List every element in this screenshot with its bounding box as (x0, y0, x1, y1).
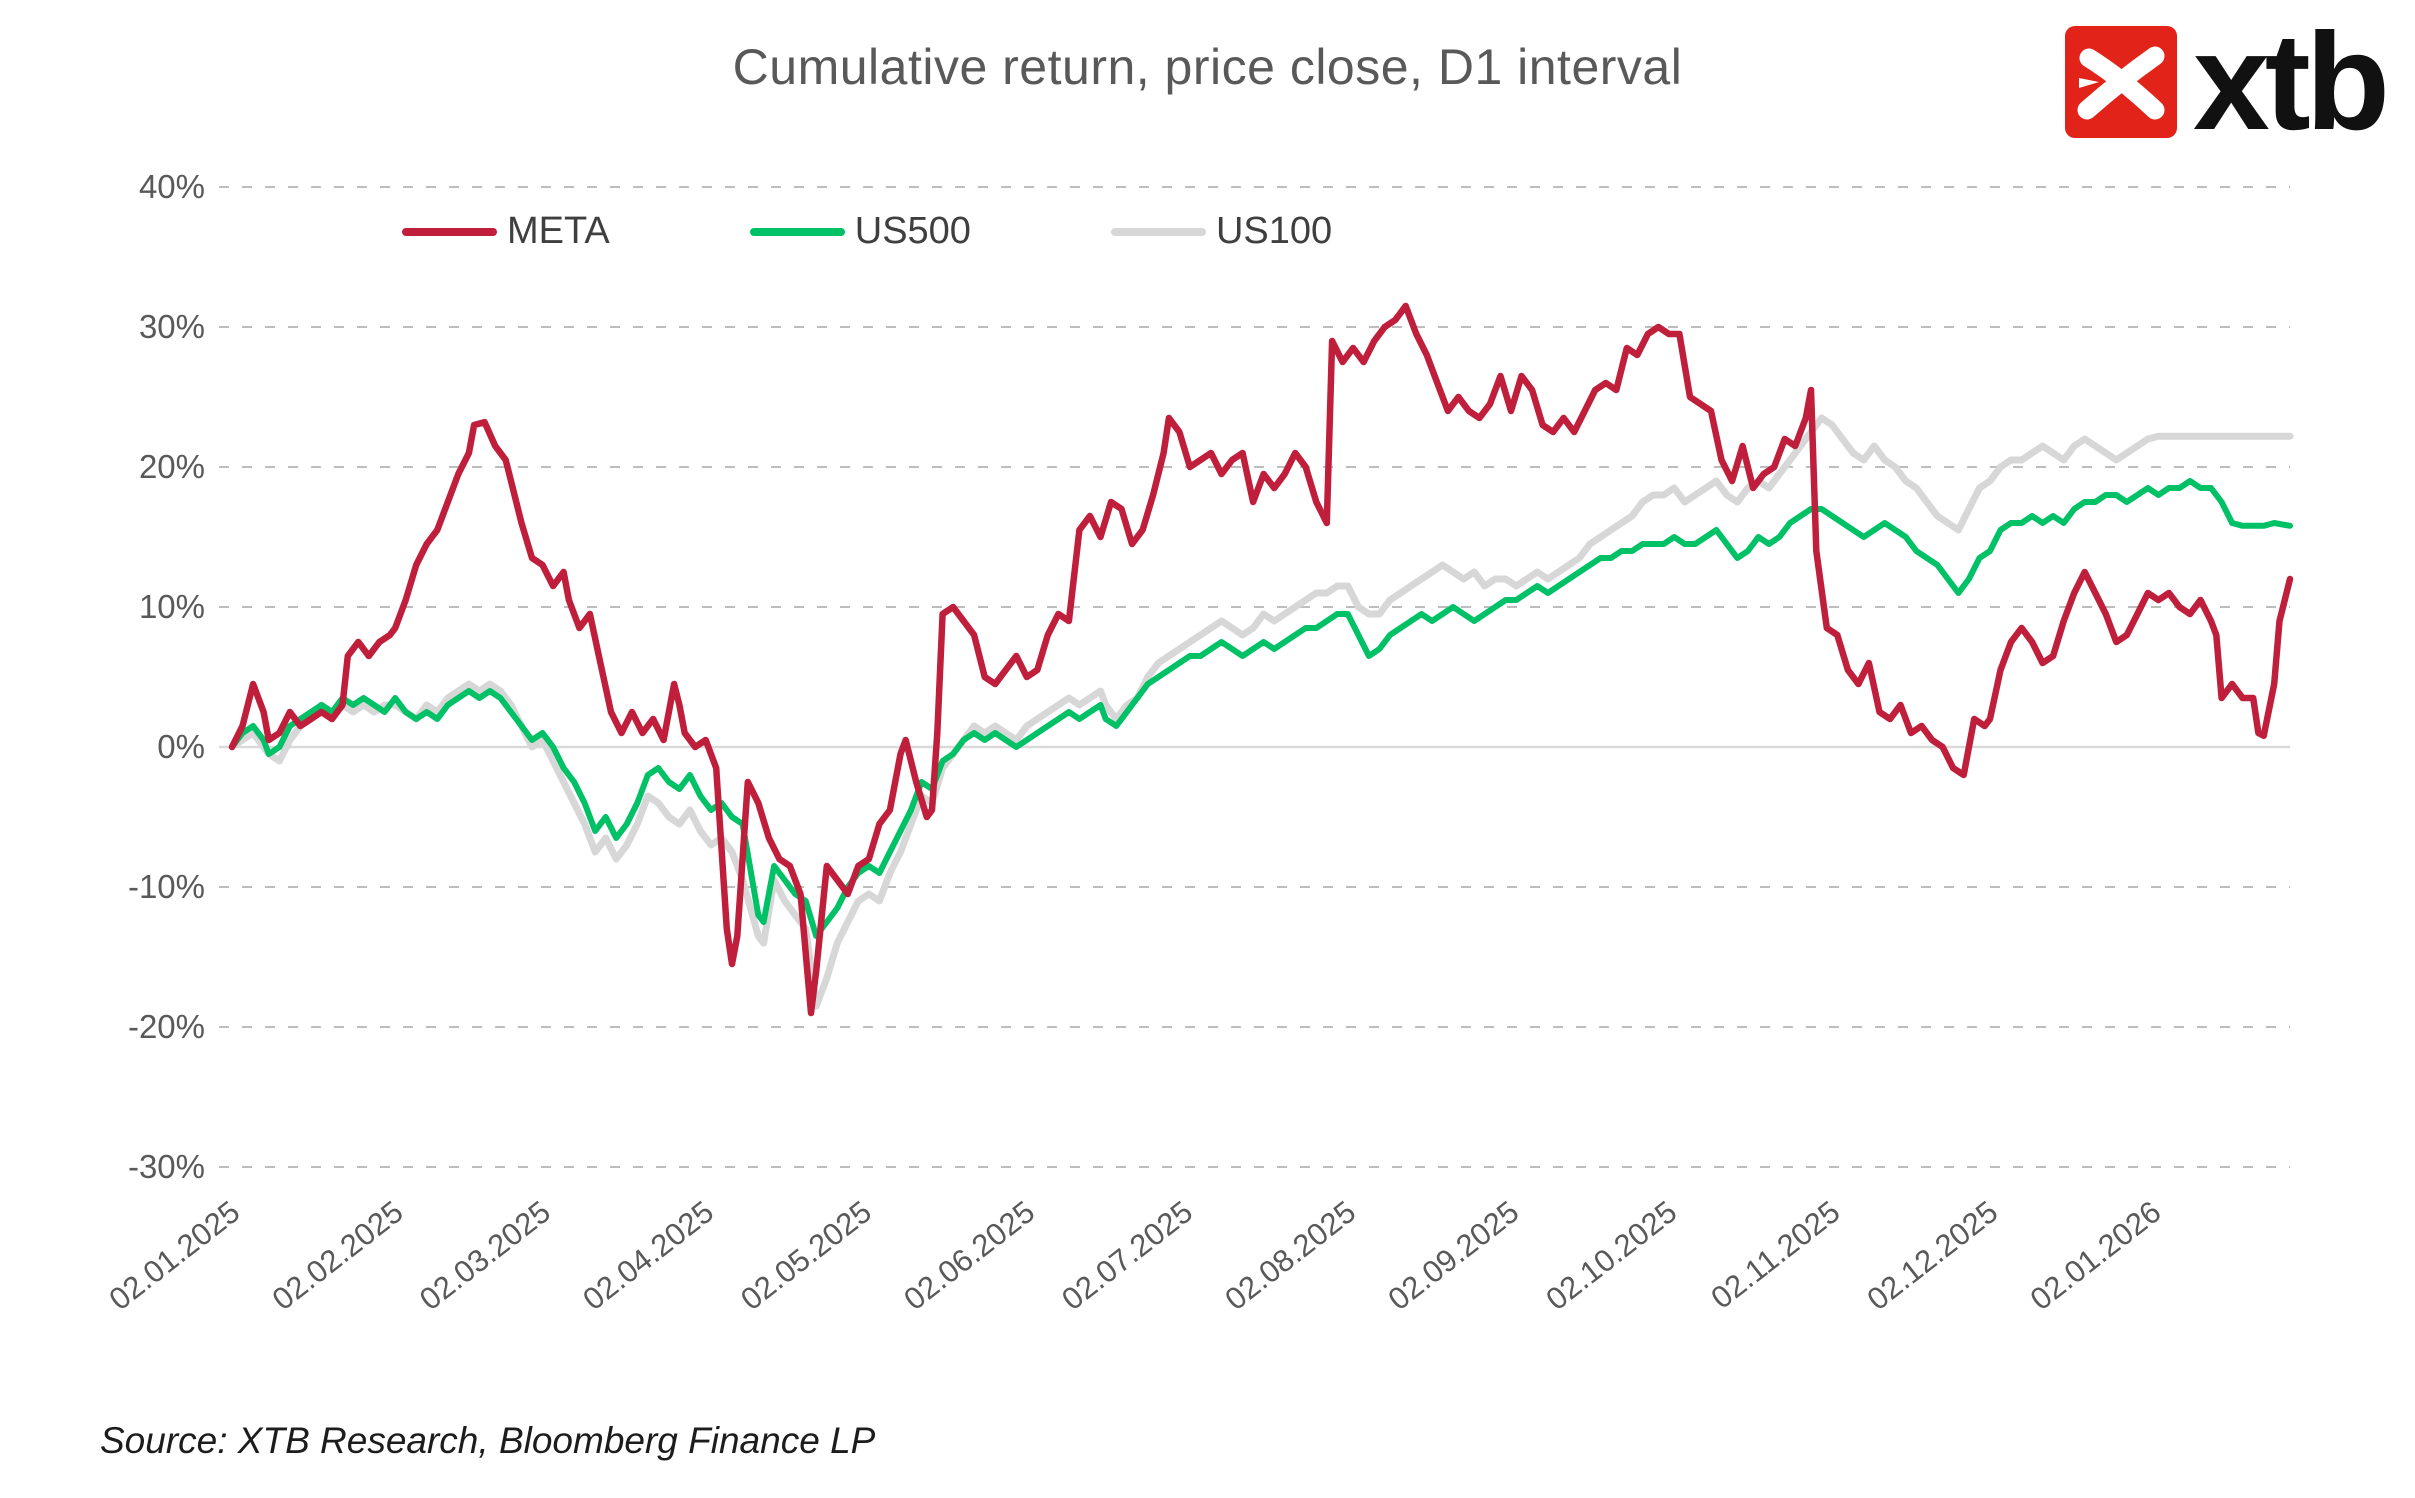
x-axis-label: 02.07.2025 (1055, 1194, 1199, 1317)
xtb-logo-icon (2065, 26, 2177, 139)
x-axis-label: 02.08.2025 (1218, 1194, 1362, 1317)
series-line-us100 (228, 414, 2294, 1010)
source-note: Source: XTB Research, Bloomberg Finance … (100, 1420, 876, 1461)
x-axis-label: 02.03.2025 (413, 1194, 557, 1317)
x-axis-label: 02.01.2025 (102, 1194, 246, 1317)
legend-swatch-us100 (1110, 227, 1206, 236)
chart-legend: META US500 US100 (402, 210, 1332, 253)
y-axis-label: 10% (139, 588, 205, 625)
legend-swatch-meta (402, 227, 497, 236)
series-line-us500 (229, 478, 2293, 939)
legend-label: META (507, 210, 610, 252)
y-axis-label: -20% (128, 1008, 205, 1045)
x-axis-label: 02.09.2025 (1382, 1194, 1526, 1317)
x-axis-label: 02.11.2025 (1704, 1194, 1846, 1316)
y-axis-label: -10% (128, 868, 205, 905)
y-axis-label: 0% (157, 728, 205, 765)
x-axis-label: 02.04.2025 (576, 1194, 720, 1317)
legend-swatch-us500 (749, 227, 845, 236)
x-axis-label: 02.10.2025 (1539, 1194, 1683, 1317)
legend-item-meta: META (402, 210, 610, 253)
x-axis-label: 02.05.2025 (734, 1194, 878, 1317)
y-axis-label: -30% (128, 1148, 205, 1185)
x-axis-label: 02.06.2025 (897, 1194, 1041, 1317)
legend-item-us100: US100 (1110, 210, 1333, 253)
x-axis-label: 02.12.2025 (1860, 1194, 2004, 1317)
series-line-meta (228, 302, 2294, 1017)
x-axis-label: 02.02.2025 (266, 1194, 410, 1317)
xtb-logo-text: xtb (2193, 5, 2390, 159)
chart-title: Cumulative return, price close, D1 inter… (732, 39, 1683, 95)
legend-label: US500 (854, 210, 971, 252)
x-axis-label: 02.01.2026 (2024, 1194, 2168, 1317)
legend-label: US100 (1215, 210, 1333, 252)
y-axis-label: 20% (139, 448, 205, 485)
y-axis-label: 30% (139, 308, 205, 345)
xtb-logo: xtb (2065, 5, 2390, 159)
legend-item-us500: US500 (749, 210, 971, 253)
y-axis-label: 40% (139, 168, 205, 205)
